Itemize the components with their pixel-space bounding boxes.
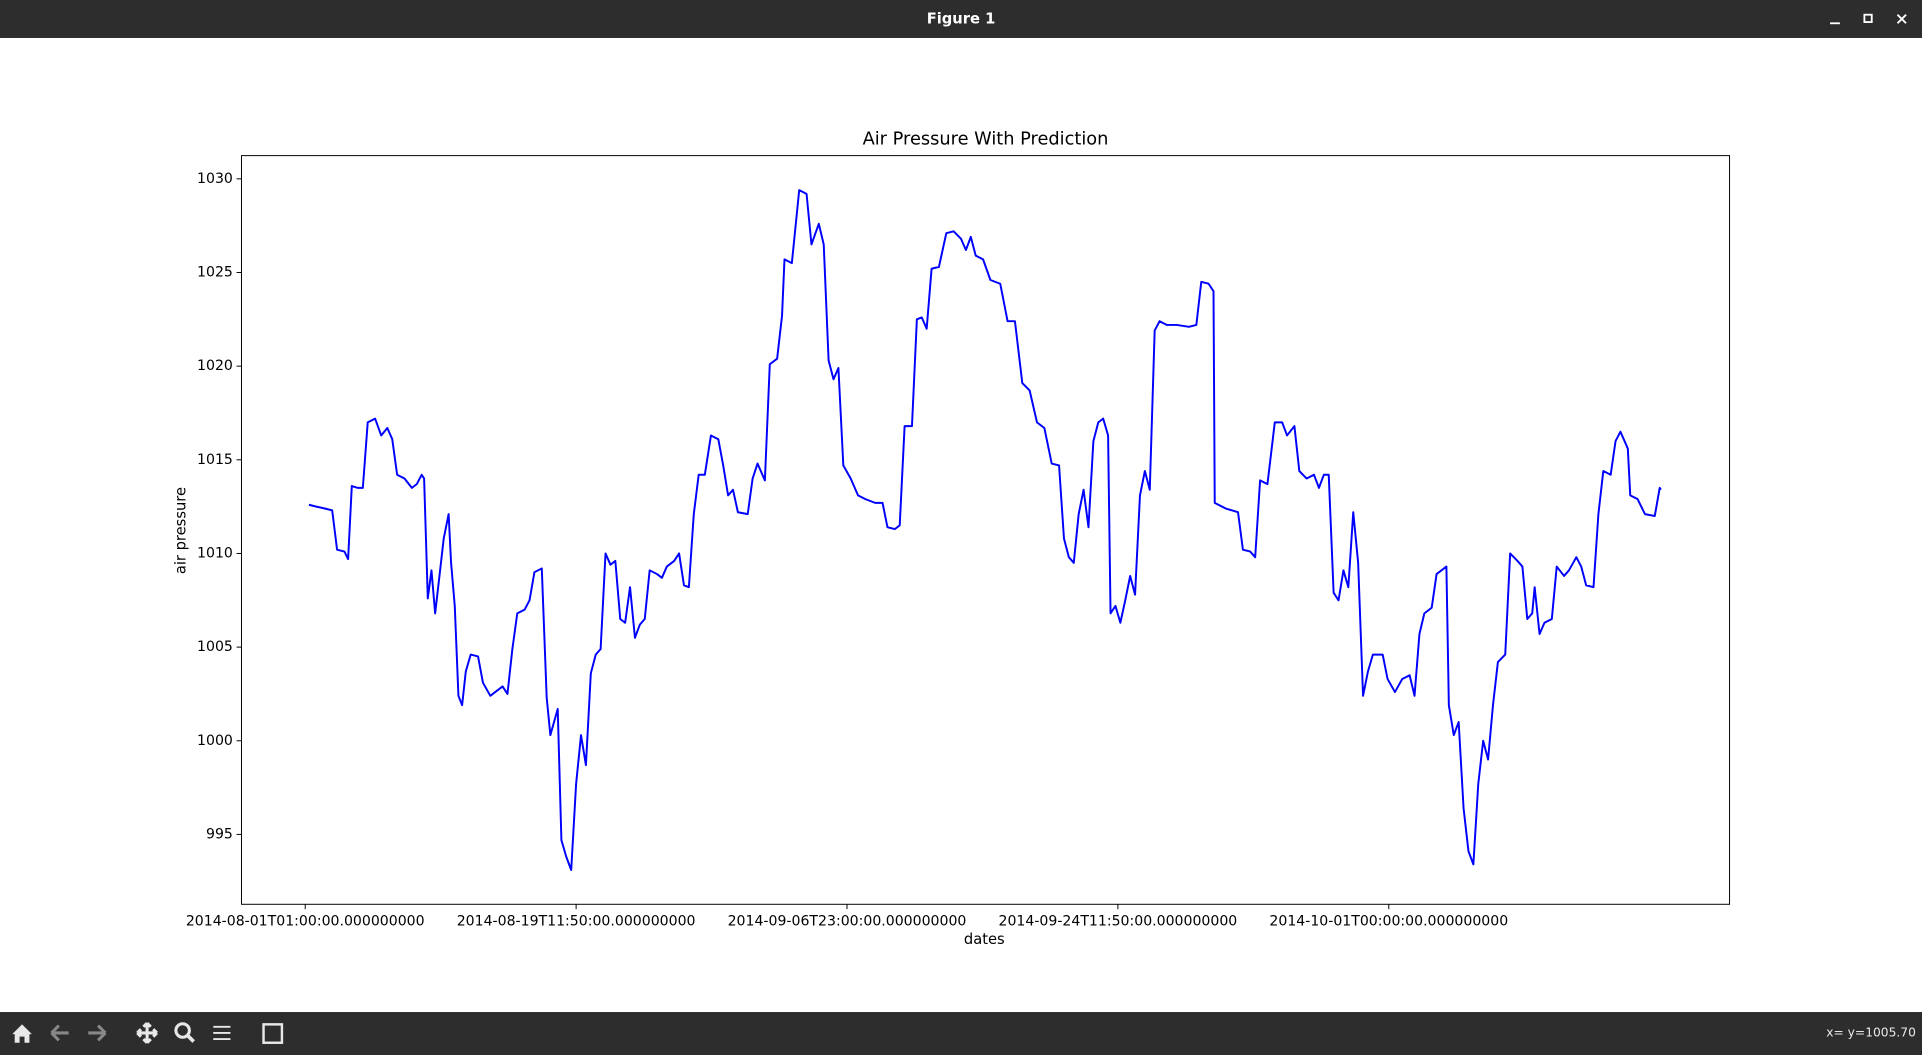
y-tick-label: 1025	[197, 264, 233, 280]
x-tick-label: 2014-08-19T11:50:00.000000000	[457, 913, 696, 929]
y-tick-label: 1010	[197, 545, 233, 561]
toolbar-icons	[12, 1022, 284, 1044]
save-button[interactable]	[262, 1023, 284, 1044]
y-tick-label: 1030	[197, 171, 233, 187]
y-axis-label: air pressure	[172, 487, 189, 574]
forward-button[interactable]	[88, 1024, 107, 1042]
toolbar	[0, 1012, 1922, 1055]
y-tick-label: 1000	[197, 733, 233, 749]
chart-title: Air Pressure With Prediction	[863, 130, 1109, 150]
maximize-button[interactable]	[1863, 13, 1873, 23]
data-line	[308, 189, 1662, 871]
configure-button[interactable]	[213, 1025, 231, 1040]
axes-frame	[240, 155, 1731, 905]
window-controls[interactable]	[1830, 13, 1907, 25]
window-title: Figure 1	[927, 11, 996, 28]
figure-canvas	[0, 37, 1922, 1013]
y-tick-label: 1005	[197, 639, 233, 655]
x-tick-label: 2014-09-24T11:50:00.000000000	[999, 913, 1238, 929]
plot-area: 995 1000 1005 1010 1015 1020 1025 1030 2014-08-0…	[186, 155, 1731, 929]
x-tick-label: 2014-09-06T23:00:00.000000000	[728, 913, 967, 929]
zoom-handle	[186, 1034, 195, 1043]
x-tick-label: 2014-10-01T00:00:00.000000000	[1269, 913, 1508, 929]
y-tick-label: 995	[206, 826, 233, 842]
pan-button[interactable]	[136, 1022, 158, 1044]
title-bar	[0, 0, 1922, 38]
y-tick-label: 1020	[197, 358, 233, 374]
x-axis-label: dates	[964, 931, 1005, 948]
zoom-button[interactable]	[174, 1022, 191, 1039]
x-tick-label: 2014-08-01T01:00:00.000000000	[186, 913, 425, 929]
close-button[interactable]	[1896, 14, 1907, 24]
home-button[interactable]	[12, 1024, 32, 1043]
y-tick-label: 1015	[197, 452, 233, 468]
status-text: x= y=1005.70	[1826, 1025, 1916, 1039]
back-button[interactable]	[50, 1024, 69, 1042]
